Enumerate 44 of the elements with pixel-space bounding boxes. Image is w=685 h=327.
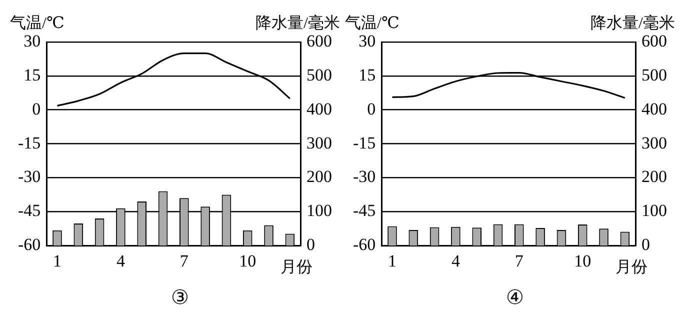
y-tick-label: -45 <box>352 201 376 220</box>
x-tick-label: 1 <box>52 251 62 270</box>
y2-tick-label: 600 <box>642 31 667 50</box>
x-tick-label: 7 <box>514 251 524 270</box>
y2-tick-label: 200 <box>642 167 667 186</box>
x-tick-label: 4 <box>451 251 460 270</box>
y2-axis-title: 降水量/毫米 <box>590 14 675 32</box>
y2-tick-label: 400 <box>642 99 667 118</box>
x-tick-label: 4 <box>116 251 126 270</box>
y2-tick-label: 0 <box>306 235 315 254</box>
y-tick-label: -15 <box>18 133 41 152</box>
y-tick-label: 0 <box>32 99 41 118</box>
y-tick-label: -30 <box>18 167 41 186</box>
y2-tick-label: 400 <box>306 99 332 118</box>
y2-tick-label: 100 <box>306 201 332 220</box>
x-tick-label: 7 <box>180 251 189 270</box>
y-tick-label: 0 <box>367 99 376 118</box>
x-tick-label: 10 <box>239 251 256 270</box>
y2-tick-label: 600 <box>306 31 332 50</box>
y-tick-label: 30 <box>358 31 376 50</box>
y-axis-title: 气温/℃ <box>345 15 400 32</box>
y-tick-label: -60 <box>352 235 376 254</box>
y2-tick-label: 500 <box>642 65 667 84</box>
y-tick-label: -60 <box>18 235 41 254</box>
x-axis-title: 月份 <box>616 258 648 276</box>
y-tick-label: -30 <box>352 167 376 186</box>
y2-axis-title: 降水量/毫米 <box>256 14 340 32</box>
y-tick-label: -15 <box>352 133 376 152</box>
y2-tick-label: 0 <box>642 235 650 254</box>
y-tick-label: 15 <box>358 65 376 84</box>
y2-tick-label: 500 <box>306 65 332 84</box>
text: ③ <box>170 286 190 310</box>
y2-tick-label: 200 <box>306 167 332 186</box>
x-tick-label: 1 <box>388 251 396 270</box>
y-tick-label: 15 <box>24 65 41 84</box>
y2-tick-label: 300 <box>642 133 667 152</box>
y-tick-label: 30 <box>24 31 41 50</box>
x-tick-label: 10 <box>574 251 592 270</box>
y2-tick-label: 100 <box>642 201 667 220</box>
y-axis-title: 气温/℃ <box>10 15 64 32</box>
y2-tick-label: 300 <box>306 133 332 152</box>
x-axis-title: 月份 <box>280 258 312 276</box>
y-tick-label: -45 <box>18 201 41 220</box>
text: ④ <box>505 286 525 310</box>
